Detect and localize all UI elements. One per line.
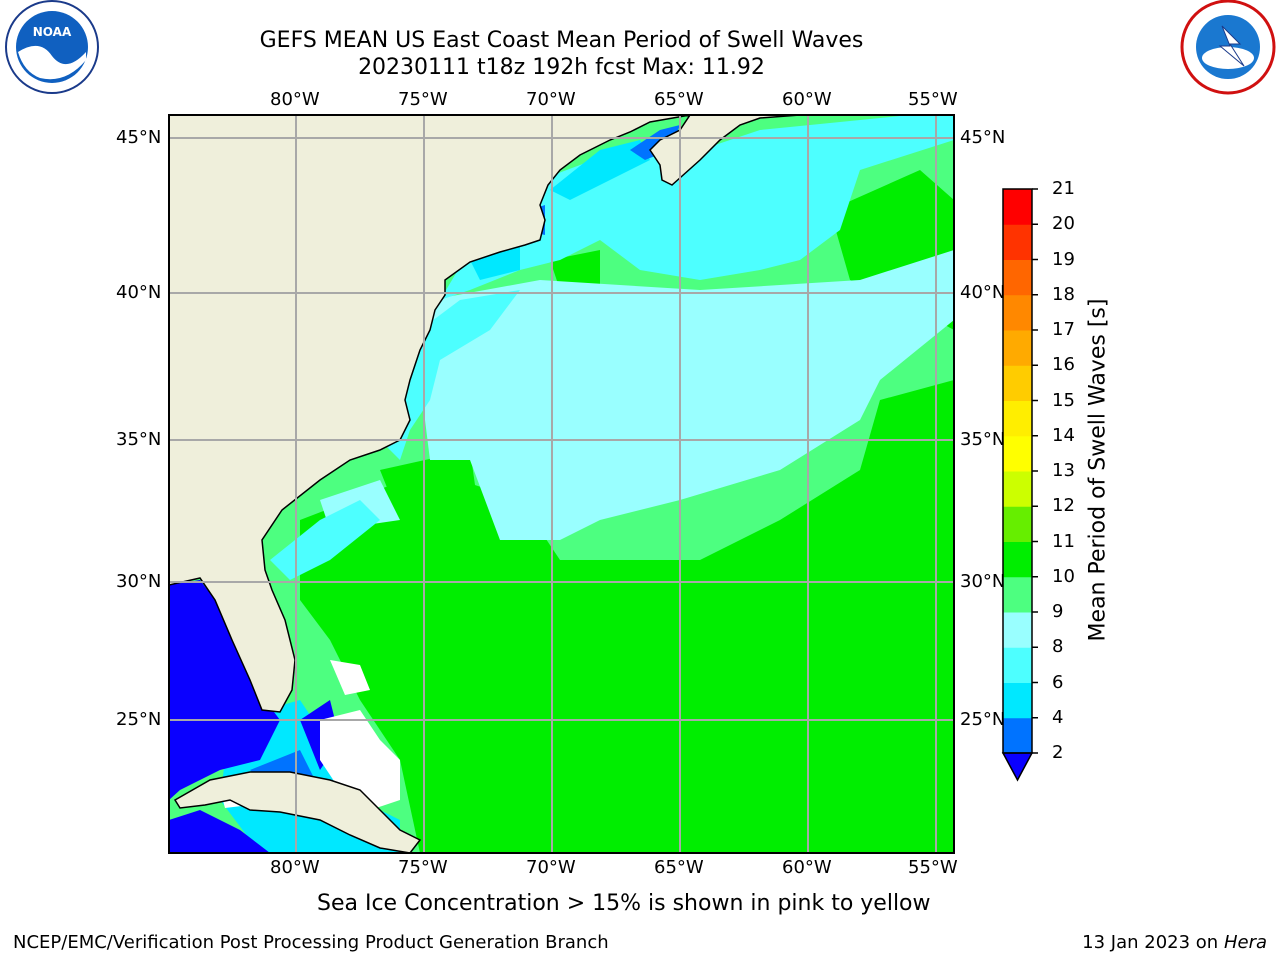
lat-label-left: 25°N xyxy=(116,709,162,730)
colorbar-segment xyxy=(1003,506,1032,542)
footer-credit: NCEP/EMC/Verification Post Processing Pr… xyxy=(13,932,609,953)
lat-label-right: 25°N xyxy=(960,709,1006,730)
lon-label-top: 80°W xyxy=(270,89,320,110)
colorbar-segment xyxy=(1003,259,1032,296)
lon-label-bottom: 75°W xyxy=(398,857,448,878)
colorbar-tick-label: 6 xyxy=(1052,671,1064,693)
colorbar-segment xyxy=(1003,647,1032,683)
lat-label-right: 30°N xyxy=(960,571,1006,592)
map-area xyxy=(169,115,954,853)
colorbar-tick-label: 10 xyxy=(1052,565,1075,587)
lon-label-top: 75°W xyxy=(398,89,448,110)
noaa-logo-text: NOAA xyxy=(33,25,72,39)
colorbar-segment xyxy=(1003,612,1032,648)
colorbar-tick-label: 11 xyxy=(1052,530,1075,552)
colorbar-segment xyxy=(1003,400,1032,437)
colorbar-segment xyxy=(1003,435,1032,472)
colorbar-tick-label: 12 xyxy=(1052,495,1075,517)
lon-label-bottom: 55°W xyxy=(908,857,958,878)
colorbar-segment xyxy=(1003,189,1032,225)
colorbar-tick-label: 17 xyxy=(1052,319,1075,340)
colorbar-segment xyxy=(1003,330,1032,366)
lat-label-left: 35°N xyxy=(116,429,162,450)
colorbar-tick-label: 8 xyxy=(1052,636,1064,658)
colorbar-segment xyxy=(1003,365,1032,401)
colorbar xyxy=(1001,188,1038,782)
lon-label-top: 60°W xyxy=(782,89,832,110)
colorbar-tick-label: 16 xyxy=(1052,354,1075,376)
noaa-logo-icon: NOAA xyxy=(5,0,99,94)
lat-label-right: 45°N xyxy=(960,127,1006,148)
colorbar-label: Mean Period of Swell Waves [s] xyxy=(1085,298,1111,642)
colorbar-segment xyxy=(1003,717,1032,754)
colorbar-tick-label: 21 xyxy=(1052,178,1075,199)
colorbar-tick-label: 19 xyxy=(1052,248,1075,270)
footer-date: 13 Jan 2023 on Hera xyxy=(1082,932,1267,953)
colorbar-segment xyxy=(1003,471,1032,507)
lat-label-left: 40°N xyxy=(116,282,162,303)
map-title: GEFS MEAN US East Coast Mean Period of S… xyxy=(259,28,864,53)
cuba-land xyxy=(173,771,422,853)
lon-label-bottom: 70°W xyxy=(526,857,576,878)
nws-logo-icon xyxy=(1180,0,1276,95)
colorbar-segment xyxy=(1003,224,1032,260)
lon-label-bottom: 65°W xyxy=(654,857,704,878)
lat-label-left: 30°N xyxy=(116,571,162,592)
colorbar-under-arrow xyxy=(1001,752,1034,782)
colorbar-tick-label: 20 xyxy=(1052,213,1075,235)
colorbar-tick-label: 15 xyxy=(1052,389,1075,411)
period-6-8-region xyxy=(270,116,954,580)
footer-date-text: 13 Jan 2023 on xyxy=(1082,932,1219,953)
colorbar-tick-label: 14 xyxy=(1052,424,1075,446)
lon-label-bottom: 80°W xyxy=(270,857,320,878)
colorbar-tick-label: 18 xyxy=(1052,283,1075,305)
colorbar-segment xyxy=(1003,576,1032,613)
colorbar-tick-label: 9 xyxy=(1052,601,1064,622)
footer-machine: Hera xyxy=(1223,932,1267,953)
map-frame xyxy=(168,114,955,854)
lat-label-left: 45°N xyxy=(116,127,162,148)
lon-label-top: 65°W xyxy=(654,89,704,110)
colorbar-tick-label: 4 xyxy=(1052,706,1064,728)
colorbar-tick-label: 2 xyxy=(1052,742,1064,763)
lat-label-right: 40°N xyxy=(960,282,1006,303)
lat-label-right: 35°N xyxy=(960,429,1006,450)
map-subtitle: 20230111 t18z 192h fcst Max: 11.92 xyxy=(358,55,765,80)
colorbar-tick-label: 13 xyxy=(1052,460,1075,481)
graticule xyxy=(169,115,954,853)
colorbar-segment xyxy=(1003,294,1032,331)
lon-label-top: 55°W xyxy=(908,89,958,110)
sea-ice-note: Sea Ice Concentration > 15% is shown in … xyxy=(317,891,931,916)
colorbar-segment xyxy=(1003,541,1032,578)
lon-label-top: 70°W xyxy=(526,89,576,110)
lon-label-bottom: 60°W xyxy=(782,857,832,878)
colorbar-segment xyxy=(1003,682,1032,719)
